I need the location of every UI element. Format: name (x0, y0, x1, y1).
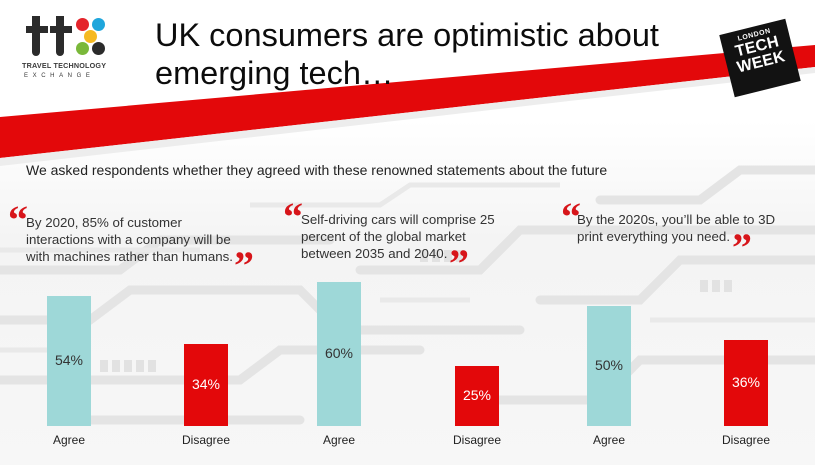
logo-t2-stem (56, 16, 64, 56)
chart-1-category-label-agree: Agree (52, 433, 86, 447)
logo-subtagline: EXCHANGE (24, 73, 95, 79)
logo-t1-stem (32, 16, 40, 56)
title-line-1: UK consumers are optimistic about (155, 17, 659, 53)
chart-2-bar-disagree (455, 366, 499, 426)
logo-t1-bar (26, 26, 48, 33)
quote-3-open-mark: “ (561, 194, 581, 239)
chart-3-bar-disagree (724, 340, 768, 426)
logo-x-dot-red (76, 18, 89, 31)
logo-x-dot-dark (92, 42, 105, 55)
logo-tagline: TRAVEL TECHNOLOGY (22, 61, 107, 70)
intro-text: We asked respondents whether they agreed… (26, 162, 608, 178)
chart-2-data-label-disagree: 25% (462, 387, 492, 403)
chart-3-data-label-disagree: 36% (731, 374, 761, 390)
ttx-logo-mark (26, 14, 108, 58)
quote-3-close-mark: ” (732, 225, 752, 270)
chart-1-data-label-agree: 54% (54, 352, 84, 368)
chart-1-category-label-disagree: Disagree (181, 433, 231, 447)
logo-t2-bar (50, 26, 72, 33)
chart-2-category-label-disagree: Disagree (452, 433, 502, 447)
chart-1-data-label-disagree: 34% (191, 376, 221, 392)
logo-x-dot-yellow (84, 30, 97, 43)
quote-1-close-mark: ” (234, 243, 254, 288)
quote-2-text: Self-driving cars will comprise 25 perce… (301, 212, 495, 261)
chart-2-category-label-agree: Agree (322, 433, 356, 447)
title-line-2: emerging tech… (155, 55, 394, 91)
quote-1-open-mark: “ (8, 197, 28, 242)
logo-x-dot-blue (92, 18, 105, 31)
logo-x-dot-green (76, 42, 89, 55)
page-title: UK consumers are optimistic about emergi… (155, 16, 715, 92)
quote-2-close-mark: ” (449, 241, 469, 286)
quote-1-text: By 2020, 85% of customer interactions wi… (26, 215, 233, 264)
chart-3-category-label-disagree: Disagree (721, 433, 771, 447)
quote-2-open-mark: “ (283, 194, 303, 239)
chart-3-category-label-agree: Agree (592, 433, 626, 447)
ttx-logo: TRAVEL TECHNOLOGY EXCHANGE (22, 14, 118, 79)
chart-2-bar-agree (317, 282, 361, 426)
chart-1-bar-agree (47, 296, 91, 426)
chart-2-data-label-agree: 60% (324, 345, 354, 361)
chart-3-bar-agree (587, 306, 631, 426)
chart-1-bar-disagree (184, 344, 228, 426)
chart-3-data-label-agree: 50% (594, 357, 624, 373)
quote-3-text: By the 2020s, you’ll be able to 3D print… (577, 212, 776, 244)
